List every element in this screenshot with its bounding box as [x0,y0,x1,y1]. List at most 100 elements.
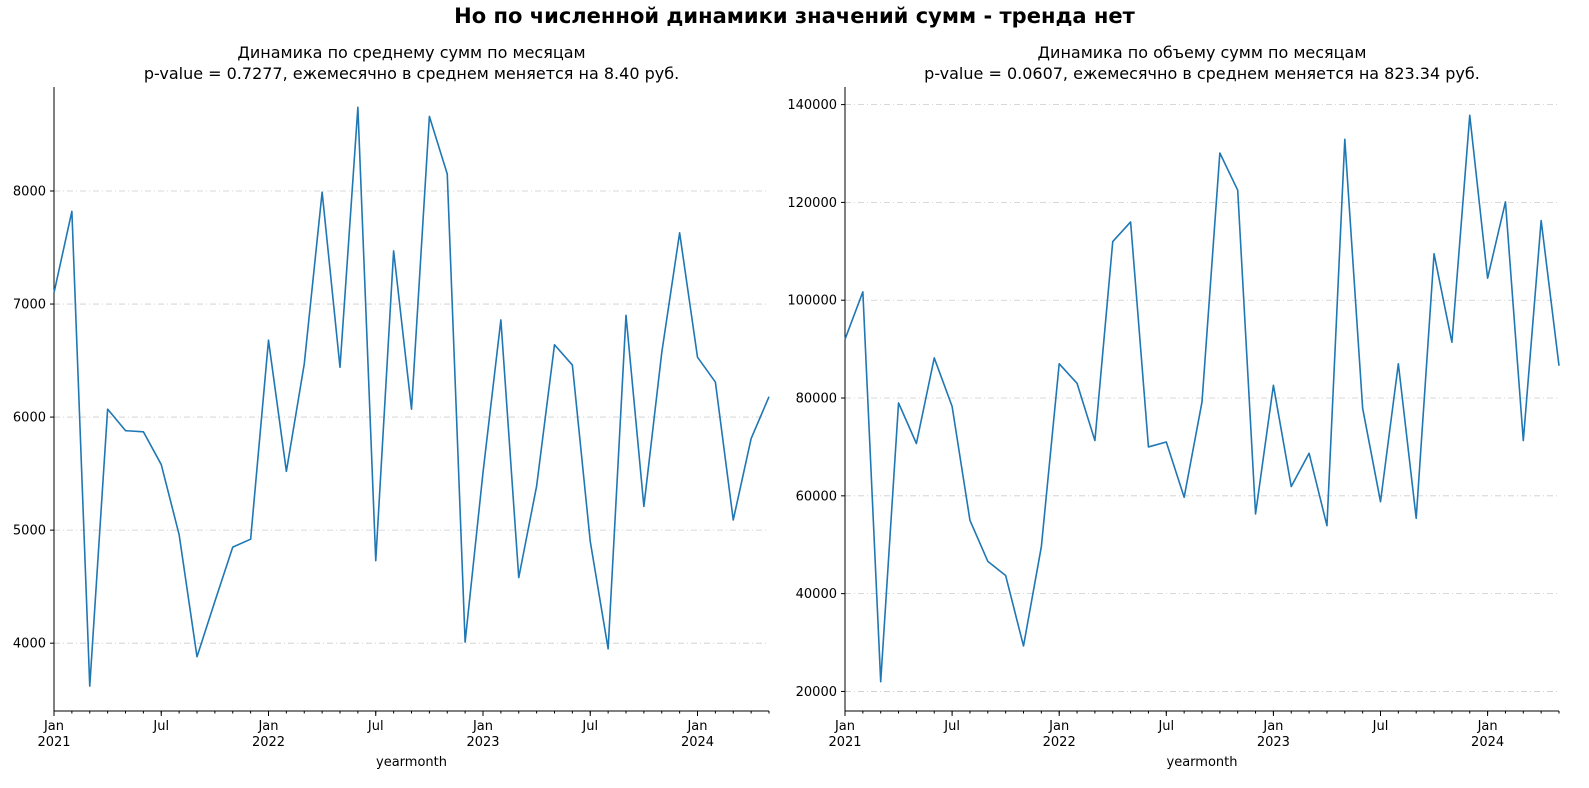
x-tick-label: Jul [367,719,384,734]
data-point [483,472,484,473]
y-tick-label: 5000 [13,524,46,539]
data-point [1148,446,1149,447]
data-point [143,431,144,432]
x-tick-label: Jul [943,719,960,734]
data-point [590,541,591,542]
y-tick-label: 6000 [13,411,46,426]
data-point [1005,575,1006,576]
data-point [232,547,233,548]
data-point [898,402,899,403]
data-point [179,534,180,535]
x-tick-year-label: 2022 [1043,735,1076,750]
x-tick-label: Jan [1048,719,1069,734]
data-point [1416,518,1417,519]
series-line [53,106,770,687]
y-tick-label: 120000 [787,196,837,211]
data-point [1505,201,1506,202]
x-tick-label: Jan [686,719,707,734]
data-point [572,365,573,366]
data-point [1130,221,1131,222]
data-point [1326,525,1327,526]
data-point [697,357,698,358]
y-tick-label: 4000 [13,637,46,652]
data-point [1559,365,1560,366]
x-tick-year-label: 2024 [1471,735,1504,750]
y-tick-label: 100000 [787,294,837,309]
data-point [715,382,716,383]
data-point [429,116,430,117]
data-point [411,409,412,410]
chart-title-line2: p-value = 0.7277, ежемесячно в среднем м… [144,64,679,83]
data-point [1541,220,1542,221]
data-point [375,560,376,561]
chart-panel-mean: Динамика по среднему сумм по месяцам p-va… [13,43,770,770]
x-tick-year-label: 2023 [1257,735,1290,750]
y-tick-label: 7000 [13,298,46,313]
data-point [161,464,162,465]
y-tick-label: 140000 [787,98,837,113]
data-point [1059,363,1060,364]
data-point [286,471,287,472]
data-point [1469,115,1470,116]
data-point [1487,278,1488,279]
data-point [518,577,519,578]
data-point [268,340,269,341]
data-point [952,406,953,407]
data-point [1023,645,1024,646]
data-point [1077,383,1078,384]
data-point [500,319,501,320]
data-point [661,352,662,353]
data-point [751,438,752,439]
data-point [1202,401,1203,402]
data-point [1380,501,1381,502]
data-point [1291,486,1292,487]
x-tick-year-label: 2021 [37,735,70,750]
y-tick-label: 40000 [796,587,837,602]
data-point [679,232,680,233]
data-point [304,363,305,364]
x-tick-year-label: 2024 [681,735,714,750]
x-tick-year-label: 2022 [252,735,285,750]
x-tick-label: Jan [43,719,64,734]
data-point [340,367,341,368]
x-tick-label: Jan [1262,719,1283,734]
y-tick-label: 60000 [796,489,837,504]
x-axis-label: yearmonth [376,755,447,770]
data-point [1523,440,1524,441]
data-point [54,292,55,293]
data-point [1184,497,1185,498]
chart-title-line1: Динамика по объему сумм по месяцам [1038,43,1367,62]
y-tick-label: 80000 [796,392,837,407]
chart-title-line2: p-value = 0.0607, ежемесячно в среднем м… [924,64,1480,83]
x-tick-year-label: 2023 [466,735,499,750]
data-point [845,339,846,340]
data-point [71,211,72,212]
data-point [916,443,917,444]
x-tick-label: Jan [257,719,278,734]
data-point [1344,139,1345,140]
data-point [1434,253,1435,254]
data-point [1219,153,1220,154]
data-point [1255,513,1256,514]
x-tick-year-label: 2021 [828,735,861,750]
x-axis-label: yearmonth [1167,755,1238,770]
x-tick-label: Jul [581,719,598,734]
data-point [1362,408,1363,409]
data-point [1237,190,1238,191]
data-point [1273,385,1274,386]
data-point [626,315,627,316]
x-tick-label: Jan [472,719,493,734]
data-point [465,642,466,643]
y-tick-label: 8000 [13,185,46,200]
data-point [1309,453,1310,454]
x-tick-label: Jul [1157,719,1174,734]
data-point [1041,546,1042,547]
data-point [357,107,358,108]
data-point [643,506,644,507]
data-point [769,396,770,397]
figure-suptitle: Но по численной динамики значений сумм -… [454,4,1135,28]
data-point [250,539,251,540]
data-point [880,681,881,682]
data-point [934,357,935,358]
